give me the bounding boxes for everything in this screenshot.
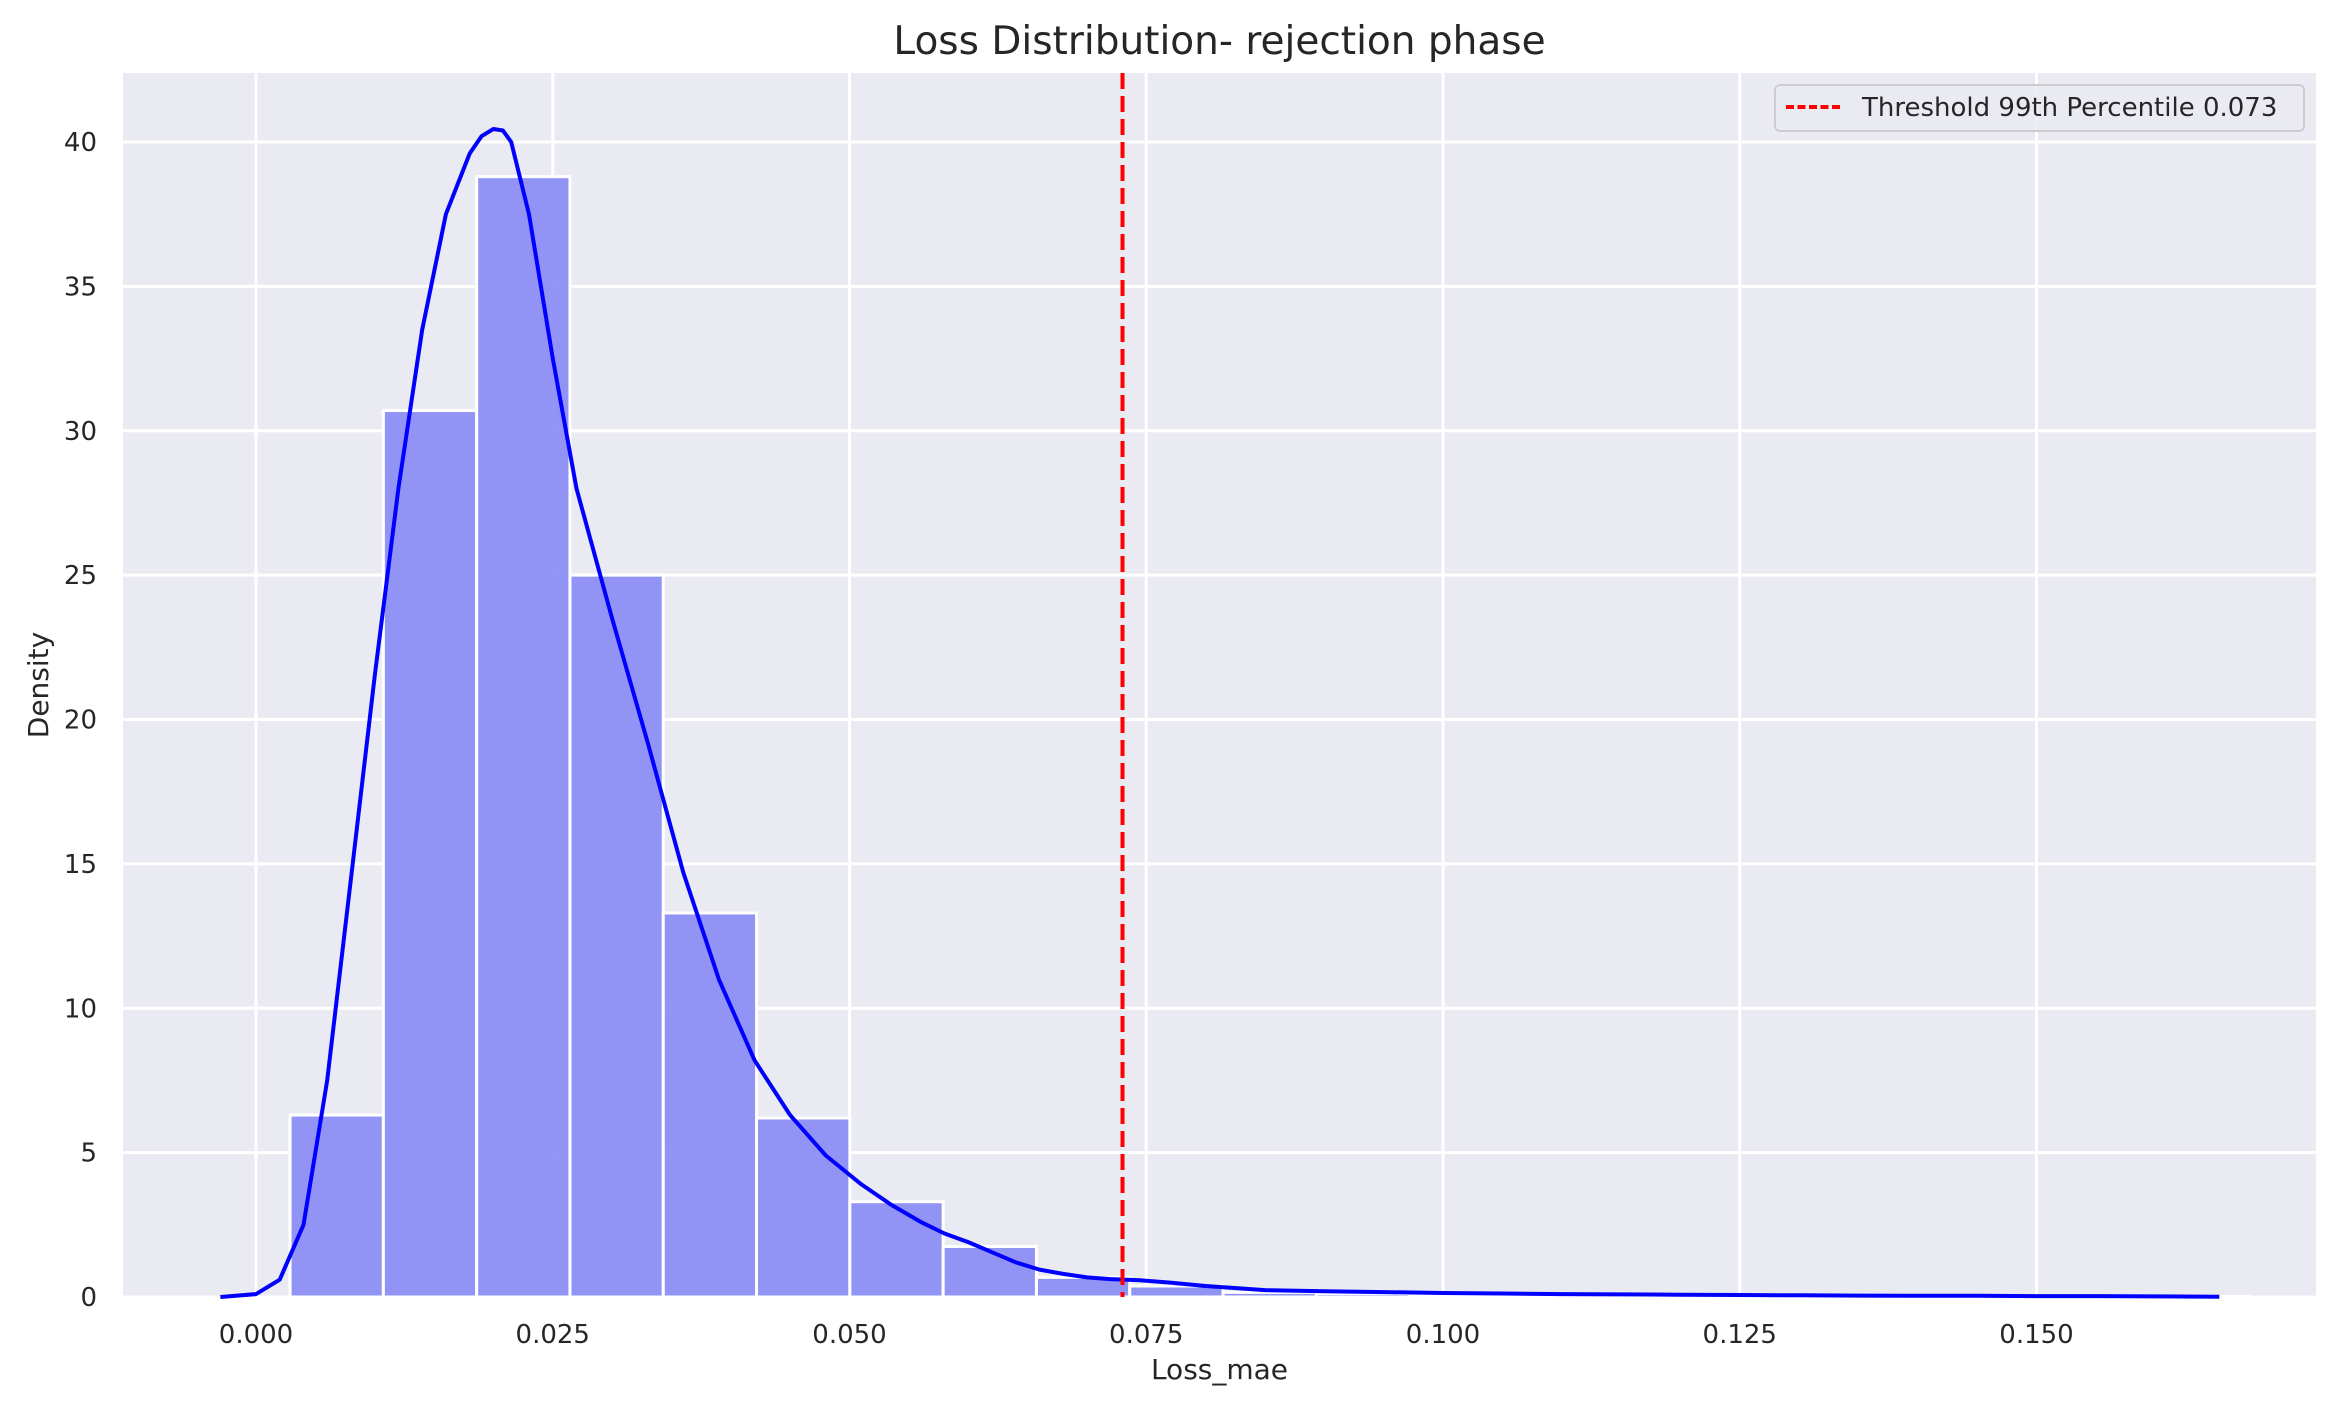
legend: Threshold 99th Percentile 0.073: [1774, 84, 2305, 132]
histogram-bar: [848, 1200, 945, 1299]
y-tick-label: 30: [64, 417, 97, 447]
y-axis-ticks: 0 5 10 15 20 25 30 35 40: [64, 128, 97, 1313]
x-tick-label: 0.100: [1406, 1320, 1480, 1350]
histogram-bar: [381, 409, 479, 1299]
kde-curve: [220, 127, 2220, 1299]
x-axis-ticks: 0.000 0.025 0.050 0.075 0.100 0.125 0.150: [219, 1320, 2074, 1350]
y-tick-label: 25: [64, 561, 97, 591]
x-tick-label: 0.050: [812, 1320, 886, 1350]
legend-label: Threshold 99th Percentile 0.073: [1862, 93, 2278, 123]
x-axis-label: Loss_mae: [1150, 1353, 1289, 1386]
histogram-bar: [288, 1113, 385, 1299]
histogram-bar: [1221, 1290, 1318, 1299]
y-axis-label: Density: [22, 631, 55, 739]
x-tick-label: 0.025: [516, 1320, 590, 1350]
histogram-bar: [661, 911, 759, 1299]
y-tick-label: 40: [64, 128, 97, 158]
histogram-bar: [755, 1116, 852, 1299]
x-tick-label: 0.125: [1703, 1320, 1777, 1350]
y-tick-label: 0: [80, 1283, 97, 1313]
y-tick-label: 20: [64, 706, 97, 736]
histogram-bars: [288, 175, 2251, 1299]
y-tick-label: 10: [64, 994, 97, 1024]
chart-title: Loss Distribution- rejection phase: [893, 19, 1546, 64]
histogram-bar: [475, 175, 572, 1299]
legend-dashed-line-icon: [1786, 105, 1840, 109]
y-tick-label: 15: [64, 850, 97, 880]
histogram-bar: [941, 1244, 1038, 1299]
x-tick-label: 0.000: [219, 1320, 293, 1350]
y-tick-label: 5: [80, 1139, 97, 1169]
histogram-bar: [568, 573, 665, 1299]
x-tick-label: 0.150: [1999, 1320, 2073, 1350]
y-tick-label: 35: [64, 272, 97, 302]
x-tick-label: 0.075: [1109, 1320, 1183, 1350]
